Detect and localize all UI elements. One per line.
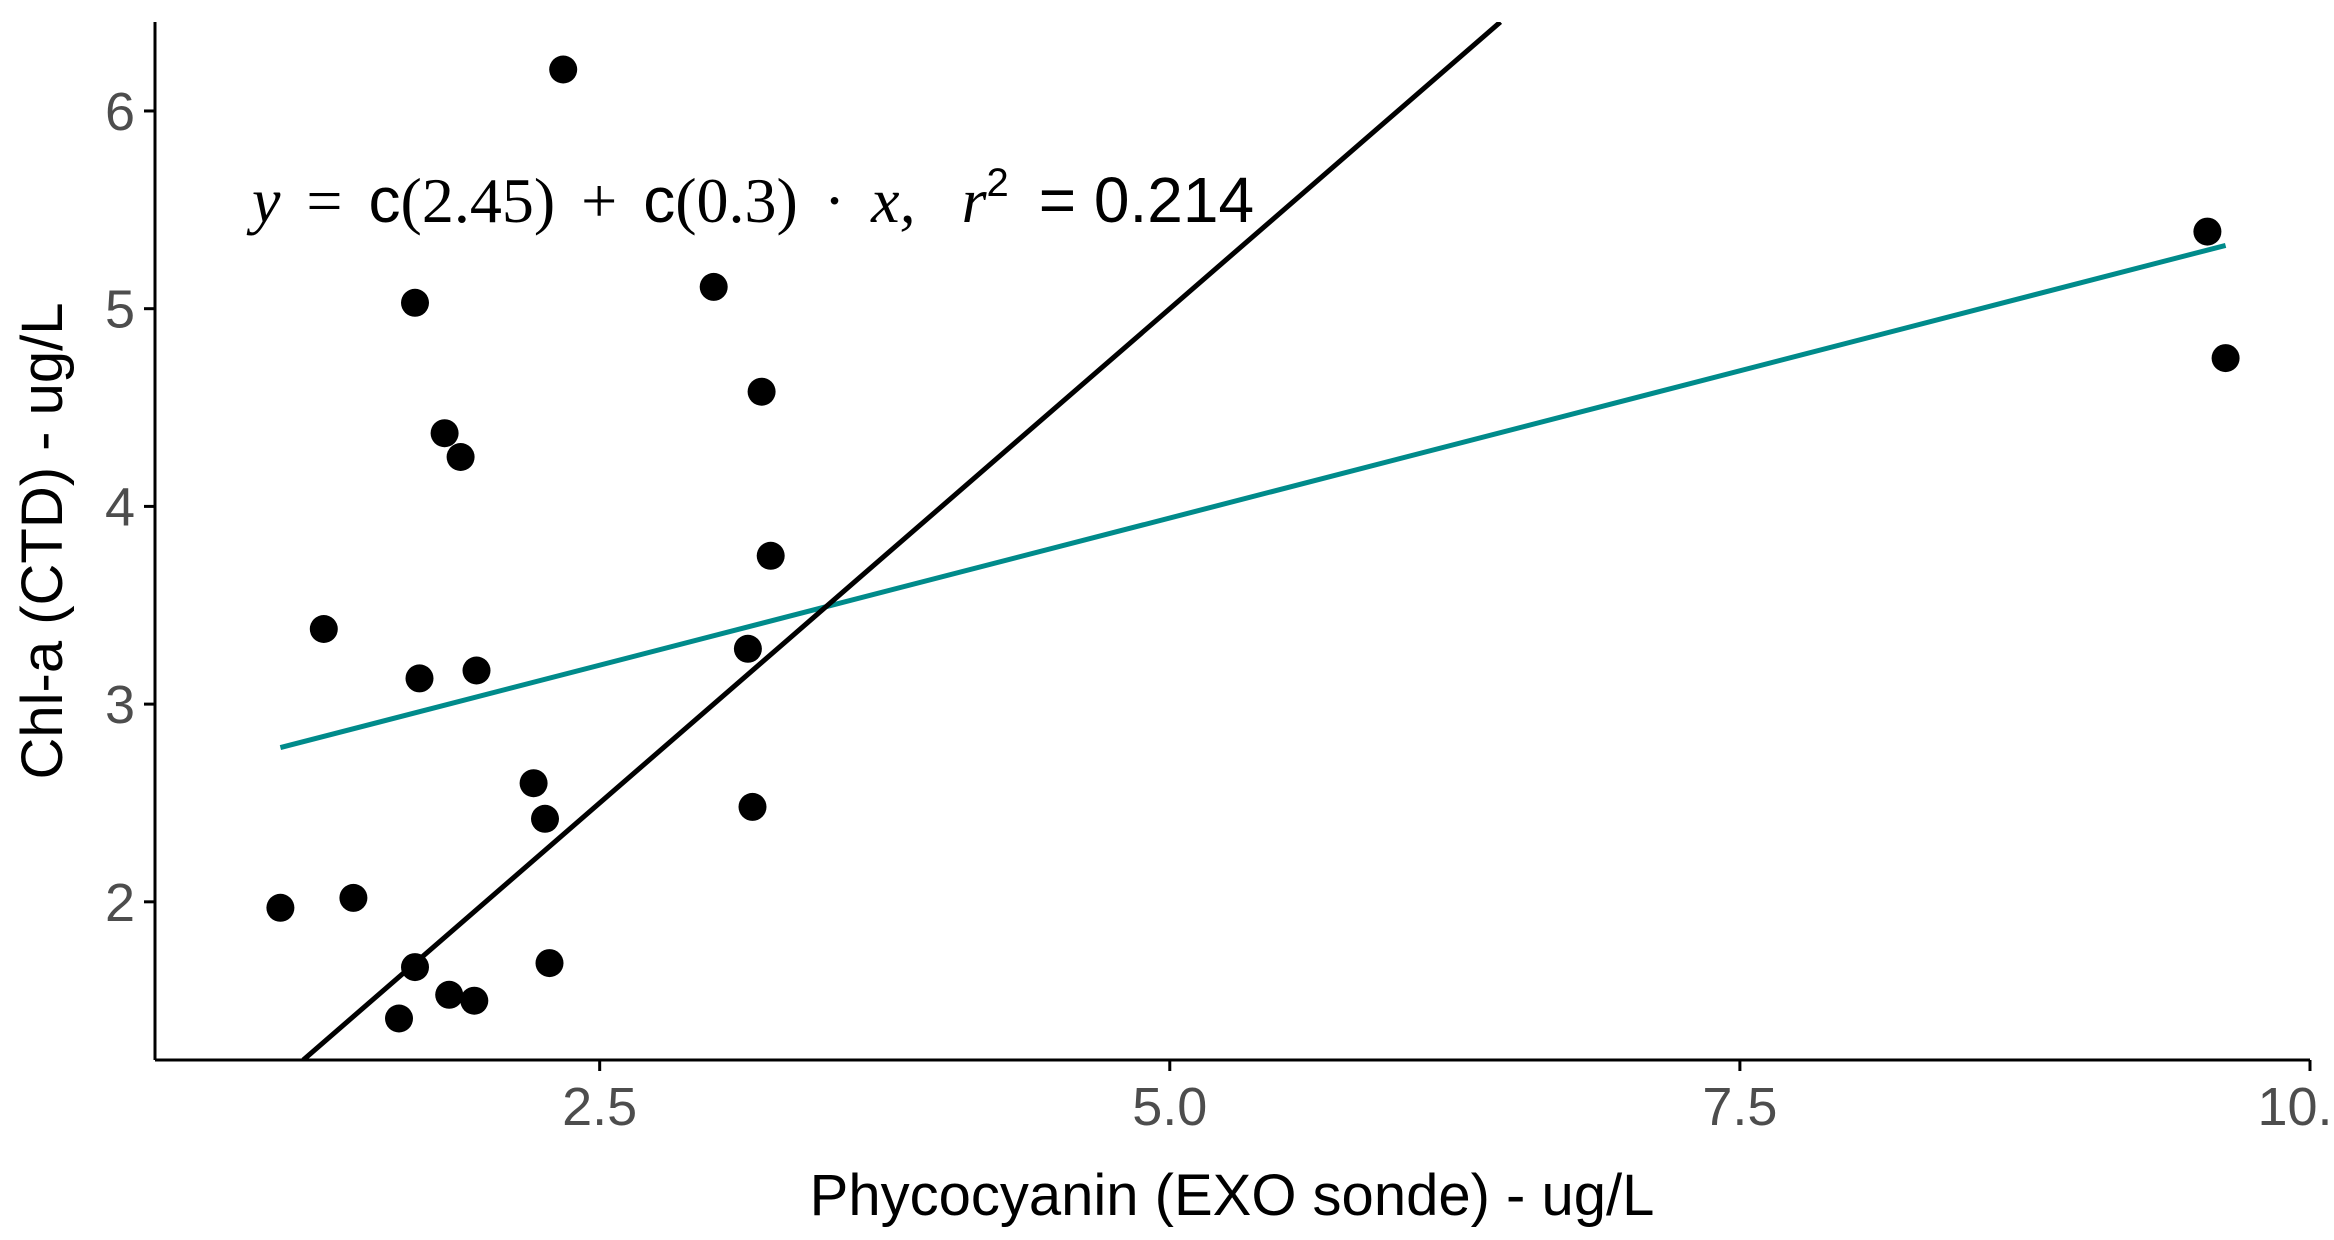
x-tick-label: 10.0 — [2257, 1077, 2334, 1137]
x-tick-label: 5.0 — [1132, 1077, 1207, 1137]
x-tick-label: 2.5 — [562, 1077, 637, 1137]
data-point — [430, 419, 459, 448]
y-tick-label: 5 — [105, 280, 135, 340]
data-point — [309, 615, 338, 643]
data-point — [699, 272, 728, 301]
data-point — [756, 541, 785, 570]
data-point — [385, 1004, 413, 1033]
regression-line — [279, 242, 2227, 751]
y-tick-label: 3 — [105, 675, 135, 735]
data-point — [339, 883, 368, 912]
data-point — [435, 980, 464, 1009]
data-point — [2193, 217, 2222, 246]
data-point — [446, 443, 475, 471]
data-point — [535, 949, 564, 978]
y-axis-title: Chl-a (CTD) - ug/L — [10, 303, 75, 780]
x-axis-title: Phycocyanin (EXO sonde) - ug/L — [810, 1163, 1655, 1228]
equation-annotation: y = c(2.45) + c(0.3) · x, r2 = 0.214 — [246, 139, 1254, 236]
axes — [153, 22, 2310, 1062]
y-tick-label: 4 — [105, 477, 135, 537]
x-tick-label: 7.5 — [1702, 1077, 1777, 1137]
data-point — [405, 664, 434, 693]
data-points — [266, 55, 2240, 1033]
data-point — [519, 769, 548, 798]
one-to-one-line — [301, 22, 1503, 1060]
data-point — [549, 55, 578, 84]
y-tick-label: 2 — [105, 873, 135, 933]
data-point — [747, 377, 776, 406]
data-point — [2211, 344, 2240, 373]
data-point — [531, 804, 559, 833]
data-point — [401, 953, 429, 982]
data-point — [738, 792, 767, 821]
fit-lines — [279, 22, 2227, 1060]
data-point — [401, 288, 429, 317]
data-point — [462, 656, 491, 685]
data-point — [266, 893, 295, 922]
data-point — [733, 634, 762, 663]
data-point — [460, 986, 489, 1015]
tick-marks: 2.5 5.0 7.5 10.0 2 3 4 5 6 — [105, 82, 2334, 1137]
y-tick-label: 6 — [105, 82, 135, 142]
